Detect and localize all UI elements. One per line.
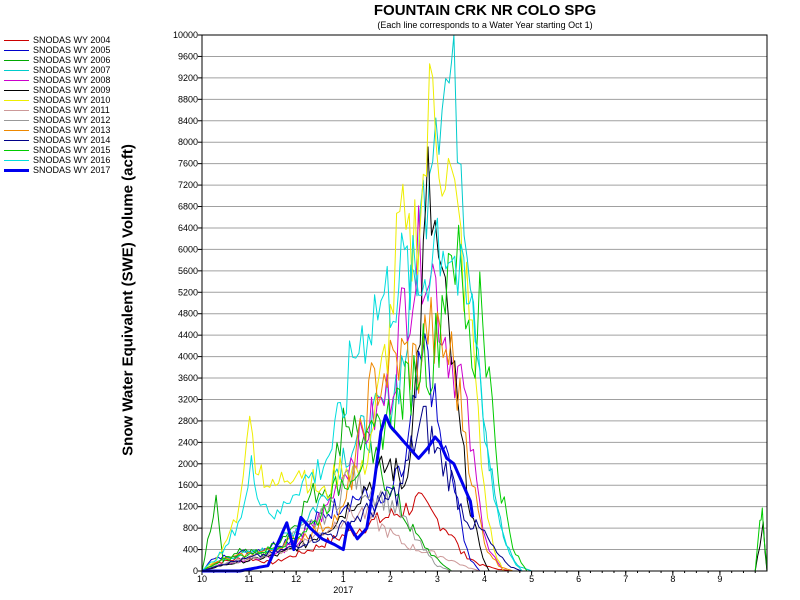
x-tick-label: 2 — [388, 574, 393, 584]
legend-swatch — [4, 70, 29, 71]
y-tick-label: 6400 — [178, 223, 198, 233]
y-tick-label: 7200 — [178, 180, 198, 190]
legend: SNODAS WY 2004 SNODAS WY 2005 SNODAS WY 20… — [4, 35, 144, 175]
legend-item: SNODAS WY 2013 — [4, 125, 144, 135]
series-line-snodas-wy-2015 — [201, 224, 768, 572]
x-tick-label: 10 — [197, 574, 207, 584]
y-tick-label: 400 — [183, 545, 198, 555]
legend-swatch — [4, 80, 29, 81]
y-tick-label: 10000 — [173, 30, 198, 40]
y-tick-label: 5200 — [178, 287, 198, 297]
series-line-snodas-wy-2012 — [201, 463, 767, 572]
legend-item: SNODAS WY 2004 — [4, 35, 144, 45]
legend-label: SNODAS WY 2017 — [33, 165, 111, 175]
series-line-snodas-wy-2017 — [202, 414, 475, 573]
legend-item: SNODAS WY 2010 — [4, 95, 144, 105]
x-tick-label: 9 — [717, 574, 722, 584]
plot-frame — [201, 34, 768, 572]
x-tick-label: 7 — [623, 574, 628, 584]
y-tick-label: 2400 — [178, 437, 198, 447]
legend-swatch — [4, 100, 29, 101]
legend-swatch — [4, 130, 29, 131]
y-tick-label: 4800 — [178, 309, 198, 319]
y-tick-label: 1600 — [178, 480, 198, 490]
legend-swatch — [4, 169, 29, 172]
legend-item: SNODAS WY 2006 — [4, 55, 144, 65]
x-tick-label: 12 — [291, 574, 301, 584]
x-tick-label: 5 — [529, 574, 534, 584]
legend-label: SNODAS WY 2005 — [33, 45, 111, 55]
legend-label: SNODAS WY 2011 — [33, 105, 110, 115]
x-tick-label: 4 — [482, 574, 487, 584]
legend-item: SNODAS WY 2008 — [4, 75, 144, 85]
legend-swatch — [4, 150, 29, 151]
legend-item: SNODAS WY 2016 — [4, 155, 144, 165]
legend-label: SNODAS WY 2015 — [33, 145, 111, 155]
legend-item: SNODAS WY 2007 — [4, 65, 144, 75]
y-tick-label: 0 — [193, 566, 198, 576]
y-tick-label: 6800 — [178, 202, 198, 212]
y-tick-label: 3600 — [178, 373, 198, 383]
legend-label: SNODAS WY 2012 — [33, 115, 111, 125]
y-tick-label: 2800 — [178, 416, 198, 426]
legend-label: SNODAS WY 2013 — [33, 125, 111, 135]
legend-label: SNODAS WY 2004 — [33, 35, 111, 45]
x-year-label: 2017 — [333, 585, 353, 595]
legend-swatch — [4, 60, 29, 61]
y-tick-label: 9200 — [178, 73, 198, 83]
legend-label: SNODAS WY 2009 — [33, 85, 111, 95]
y-tick-label: 800 — [183, 523, 198, 533]
legend-label: SNODAS WY 2008 — [33, 75, 111, 85]
y-tick-label: 6000 — [178, 244, 198, 254]
legend-swatch — [4, 120, 29, 121]
x-tick-label: 11 — [244, 574, 253, 584]
legend-item: SNODAS WY 2009 — [4, 85, 144, 95]
chart-subtitle: (Each line corresponds to a Water Year s… — [377, 20, 593, 30]
y-tick-label: 7600 — [178, 159, 198, 169]
legend-item: SNODAS WY 2005 — [4, 45, 144, 55]
legend-swatch — [4, 40, 29, 41]
legend-swatch — [4, 90, 29, 91]
x-tick-label: 3 — [435, 574, 440, 584]
legend-item: SNODAS WY 2015 — [4, 145, 144, 155]
legend-label: SNODAS WY 2010 — [33, 95, 111, 105]
legend-item: SNODAS WY 2014 — [4, 135, 144, 145]
legend-label: SNODAS WY 2006 — [33, 55, 111, 65]
legend-item: SNODAS WY 2012 — [4, 115, 144, 125]
legend-item: SNODAS WY 2011 — [4, 105, 144, 115]
x-tick-label: 8 — [670, 574, 675, 584]
chart-title: FOUNTAIN CRK NR COLO SPG — [373, 2, 597, 19]
y-tick-label: 5600 — [178, 266, 198, 276]
y-tick-label: 1200 — [178, 502, 198, 512]
y-tick-label: 3200 — [178, 394, 198, 404]
legend-swatch — [4, 110, 29, 111]
legend-label: SNODAS WY 2014 — [33, 135, 111, 145]
x-tick-label: 6 — [576, 574, 581, 584]
legend-swatch — [4, 50, 29, 51]
series-line-snodas-wy-2008 — [201, 205, 767, 572]
y-tick-label: 2000 — [178, 459, 198, 469]
series-line-snodas-wy-2010 — [201, 63, 767, 572]
legend-swatch — [4, 140, 29, 141]
legend-label: SNODAS WY 2016 — [33, 155, 111, 165]
y-tick-label: 9600 — [178, 51, 198, 61]
legend-label: SNODAS WY 2007 — [33, 65, 111, 75]
y-tick-label: 8800 — [178, 94, 198, 104]
x-tick-label: 1 — [341, 574, 346, 584]
legend-swatch — [4, 160, 29, 161]
y-tick-label: 4000 — [178, 352, 198, 362]
y-tick-label: 4400 — [178, 330, 198, 340]
series-line-snodas-wy-2004 — [201, 492, 767, 572]
legend-item: SNODAS WY 2017 — [4, 165, 144, 175]
y-tick-label: 8000 — [178, 137, 198, 147]
y-tick-label: 8400 — [178, 116, 198, 126]
